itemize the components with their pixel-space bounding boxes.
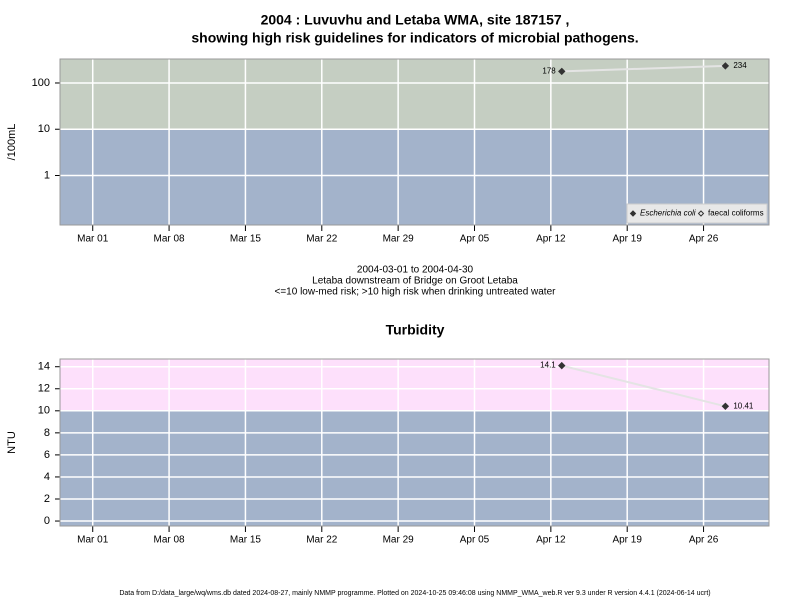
y-tick-label: 6 bbox=[44, 449, 50, 461]
chart-title: Turbidity bbox=[386, 322, 445, 338]
x-tick-label: Mar 08 bbox=[154, 234, 186, 245]
x-tick-label: Apr 12 bbox=[536, 535, 566, 546]
series-line bbox=[561, 64, 726, 73]
data-point bbox=[721, 402, 730, 410]
x-tick-label: Apr 26 bbox=[689, 234, 719, 245]
y-tick-label: 0 bbox=[44, 515, 50, 527]
x-axis-label: <=10 low-med risk; >10 high risk when dr… bbox=[275, 287, 557, 298]
data-label: 14.1 bbox=[540, 361, 556, 370]
x-tick-label: Mar 01 bbox=[77, 234, 109, 245]
y-axis-label: NTU bbox=[6, 431, 18, 454]
x-tick-label: Mar 15 bbox=[230, 535, 262, 546]
data-label: 178 bbox=[542, 67, 556, 76]
legend-box bbox=[626, 203, 768, 224]
x-tick-label: Apr 19 bbox=[612, 535, 642, 546]
risk-band bbox=[60, 59, 769, 130]
chart-title: 2004 : Luvuvhu and Letaba WMA, site 1871… bbox=[261, 12, 570, 28]
chart-title: showing high risk guidelines for indicat… bbox=[191, 30, 638, 46]
x-tick-label: Mar 22 bbox=[306, 535, 338, 546]
x-tick-label: Apr 19 bbox=[612, 234, 642, 245]
x-tick-label: Apr 05 bbox=[460, 234, 490, 245]
data-label: 10.41 bbox=[733, 401, 754, 410]
data-point bbox=[558, 67, 566, 76]
x-tick-label: Mar 01 bbox=[77, 535, 109, 546]
y-tick-label: 12 bbox=[38, 383, 50, 395]
x-axis-label: 2004-03-01 to 2004-04-30 bbox=[357, 265, 474, 276]
risk-band bbox=[60, 359, 769, 411]
y-tick-label: 10 bbox=[38, 123, 50, 135]
series-line bbox=[561, 364, 726, 408]
x-tick-label: Mar 08 bbox=[154, 535, 186, 546]
x-tick-label: Mar 29 bbox=[383, 234, 415, 245]
legend-marker bbox=[629, 210, 637, 217]
data-point bbox=[721, 62, 730, 70]
y-axis-label: /100mL bbox=[6, 124, 18, 161]
legend-marker bbox=[697, 210, 705, 217]
x-tick-label: Mar 15 bbox=[230, 234, 262, 245]
y-tick-label: 4 bbox=[44, 471, 50, 483]
y-tick-label: 14 bbox=[38, 361, 50, 373]
x-tick-label: Apr 26 bbox=[689, 535, 719, 546]
x-tick-label: Mar 22 bbox=[306, 234, 338, 245]
data-point bbox=[558, 361, 566, 370]
footer: Data from D:/data_large/wq/wms.db dated … bbox=[119, 590, 710, 597]
y-tick-label: 10 bbox=[38, 405, 50, 417]
plot-frame bbox=[59, 58, 770, 226]
legend-label: Escherichia coli bbox=[640, 209, 696, 218]
y-tick-label: 1 bbox=[44, 169, 50, 181]
legend-label: faecal coliforms bbox=[708, 209, 764, 218]
y-tick-label: 8 bbox=[44, 427, 50, 439]
data-label: 234 bbox=[733, 61, 747, 70]
x-axis-label: Letaba downstream of Bridge on Groot Let… bbox=[312, 276, 518, 287]
x-tick-label: Apr 05 bbox=[460, 535, 490, 546]
y-tick-label: 100 bbox=[32, 77, 50, 89]
risk-band bbox=[60, 410, 769, 526]
x-tick-label: Apr 12 bbox=[536, 234, 566, 245]
plot-frame bbox=[59, 358, 770, 527]
x-tick-label: Mar 29 bbox=[383, 535, 415, 546]
y-tick-label: 2 bbox=[44, 493, 50, 505]
